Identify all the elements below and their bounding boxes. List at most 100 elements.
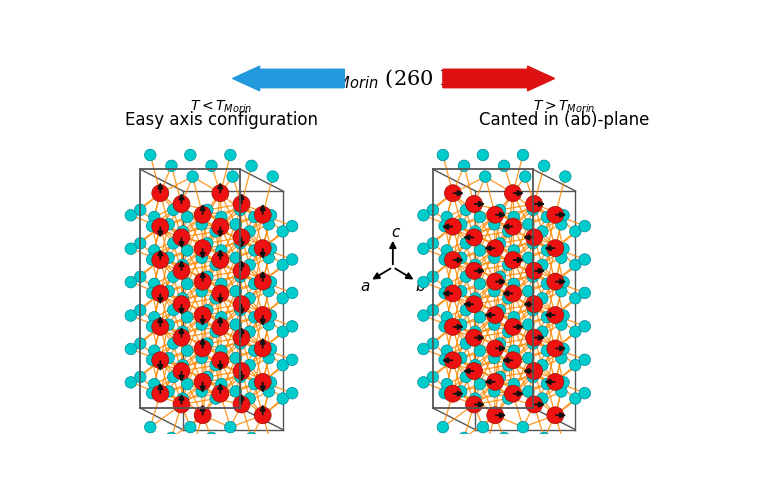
Circle shape: [265, 277, 276, 288]
Circle shape: [233, 196, 250, 213]
Circle shape: [460, 338, 472, 349]
Circle shape: [134, 338, 146, 349]
Circle shape: [244, 393, 256, 405]
Text: a: a: [360, 279, 370, 293]
Circle shape: [194, 207, 211, 224]
Circle shape: [263, 386, 274, 397]
Circle shape: [474, 245, 485, 257]
Circle shape: [525, 296, 543, 313]
Circle shape: [263, 286, 274, 297]
Circle shape: [254, 307, 271, 324]
Circle shape: [522, 352, 534, 364]
Circle shape: [230, 386, 241, 397]
Circle shape: [547, 340, 564, 357]
Circle shape: [541, 379, 553, 390]
Circle shape: [194, 407, 211, 424]
Circle shape: [525, 363, 543, 380]
Circle shape: [144, 150, 156, 162]
Circle shape: [125, 310, 137, 322]
Circle shape: [152, 352, 169, 369]
Circle shape: [541, 279, 553, 290]
Circle shape: [441, 279, 452, 290]
Circle shape: [579, 221, 591, 232]
Circle shape: [469, 260, 481, 271]
Circle shape: [230, 219, 241, 231]
Circle shape: [537, 226, 548, 238]
Circle shape: [181, 279, 193, 290]
Circle shape: [555, 252, 567, 264]
Circle shape: [445, 386, 462, 402]
Circle shape: [206, 161, 217, 172]
Circle shape: [286, 254, 298, 266]
Circle shape: [146, 387, 157, 399]
Circle shape: [134, 204, 146, 216]
Circle shape: [418, 344, 429, 355]
Circle shape: [210, 393, 221, 405]
Circle shape: [487, 240, 504, 257]
Circle shape: [494, 338, 505, 349]
Circle shape: [498, 432, 510, 444]
Circle shape: [181, 245, 193, 257]
Circle shape: [555, 319, 567, 331]
Circle shape: [522, 219, 534, 231]
Circle shape: [177, 326, 188, 338]
Circle shape: [488, 352, 500, 364]
Circle shape: [418, 310, 429, 322]
Circle shape: [527, 305, 538, 316]
Circle shape: [249, 279, 260, 290]
Circle shape: [455, 286, 467, 297]
Circle shape: [234, 371, 247, 383]
Circle shape: [469, 293, 481, 305]
Circle shape: [525, 229, 543, 246]
Circle shape: [505, 386, 521, 402]
Circle shape: [233, 263, 250, 280]
Circle shape: [487, 207, 504, 224]
Circle shape: [469, 360, 481, 371]
Circle shape: [541, 345, 553, 357]
Circle shape: [212, 285, 229, 302]
Circle shape: [201, 238, 213, 249]
Circle shape: [134, 305, 146, 316]
Circle shape: [277, 226, 289, 238]
Circle shape: [194, 340, 211, 357]
Circle shape: [465, 196, 482, 213]
Circle shape: [184, 150, 196, 162]
Circle shape: [152, 185, 169, 202]
Circle shape: [265, 244, 276, 255]
Circle shape: [216, 312, 227, 324]
Circle shape: [441, 245, 452, 257]
Circle shape: [494, 204, 505, 216]
Circle shape: [263, 252, 274, 264]
Circle shape: [494, 305, 505, 316]
Circle shape: [439, 254, 450, 266]
Circle shape: [233, 296, 250, 313]
Circle shape: [277, 393, 289, 405]
Circle shape: [479, 171, 491, 183]
Circle shape: [210, 226, 221, 238]
Circle shape: [537, 360, 548, 371]
Circle shape: [579, 321, 591, 332]
Circle shape: [455, 319, 467, 331]
Circle shape: [227, 443, 238, 454]
Circle shape: [277, 293, 289, 305]
Circle shape: [487, 340, 504, 357]
Circle shape: [263, 352, 274, 364]
Circle shape: [267, 443, 279, 454]
Circle shape: [538, 432, 550, 444]
Circle shape: [146, 254, 157, 266]
Circle shape: [194, 274, 211, 290]
Circle shape: [460, 238, 472, 249]
Circle shape: [555, 386, 567, 397]
Circle shape: [166, 161, 177, 172]
Circle shape: [488, 286, 500, 297]
Circle shape: [538, 161, 550, 172]
Circle shape: [555, 286, 567, 297]
Circle shape: [206, 432, 217, 444]
Circle shape: [249, 212, 260, 224]
Circle shape: [537, 293, 548, 305]
Circle shape: [152, 319, 169, 336]
Circle shape: [265, 344, 276, 355]
Circle shape: [212, 252, 229, 269]
Circle shape: [277, 360, 289, 371]
Circle shape: [254, 240, 271, 257]
